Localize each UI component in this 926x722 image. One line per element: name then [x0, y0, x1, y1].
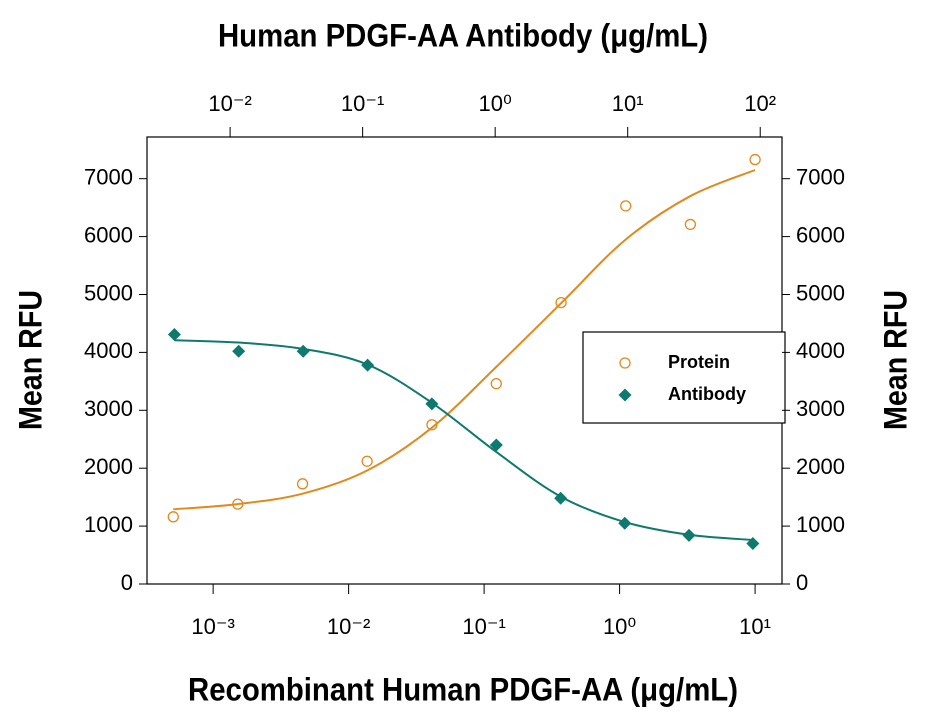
y2-tick-label: 2000 [796, 454, 845, 479]
y2-tick-label: 0 [796, 570, 808, 595]
y2-axis-label: Mean RFU [877, 290, 913, 430]
data-point [167, 327, 181, 341]
data-point [489, 438, 503, 452]
y2-tick-label: 5000 [796, 280, 845, 305]
y-tick-label: 6000 [84, 222, 133, 247]
x-tick-label: 10¹ [739, 614, 771, 639]
data-point [361, 358, 375, 372]
data-point [555, 296, 567, 309]
legend-marker [618, 388, 632, 402]
y-tick-label: 2000 [84, 454, 133, 479]
data-point [167, 511, 179, 523]
y-tick-label: 4000 [84, 338, 133, 363]
fit-curve [173, 169, 756, 511]
data-point [296, 478, 309, 490]
y2-tick-label: 3000 [796, 396, 845, 421]
x2-tick-label: 10⁻¹ [341, 91, 384, 116]
x2-tick-label: 10⁻² [208, 91, 251, 116]
legend-marker [619, 357, 631, 369]
x2-tick-label: 10² [744, 91, 776, 116]
y-tick-label: 7000 [84, 165, 133, 190]
x-axis-label: Recombinant Human PDGF-AA (μg/mL) [188, 671, 738, 707]
x2-axis-label: Human PDGF-AA Antibody (μg/mL) [218, 17, 708, 53]
y-axis-label: Mean RFU [12, 290, 48, 430]
x-tick-label: 10⁻¹ [462, 614, 505, 639]
y2-tick-label: 4000 [796, 338, 845, 363]
legend-label: Protein [668, 352, 730, 372]
data-point [618, 516, 632, 530]
data-point [620, 200, 632, 212]
x-tick-label: 10⁰ [603, 614, 636, 639]
y-tick-label: 1000 [84, 512, 133, 537]
data-point [425, 397, 439, 411]
y2-tick-label: 6000 [796, 222, 845, 247]
data-point [232, 498, 244, 510]
legend-box [582, 331, 786, 424]
legend-label: Antibody [668, 384, 746, 404]
fit-curve [174, 339, 753, 541]
data-point [554, 491, 568, 505]
data-point [684, 218, 697, 231]
data-point [426, 419, 438, 431]
x2-tick-label: 10¹ [612, 91, 644, 116]
x2-tick-label: 10⁰ [479, 91, 512, 116]
y-tick-label: 0 [121, 570, 133, 595]
data-point [232, 344, 246, 358]
x-tick-label: 10⁻³ [191, 614, 234, 639]
y2-tick-label: 1000 [796, 512, 845, 537]
y-tick-label: 5000 [84, 280, 133, 305]
data-point [682, 528, 696, 542]
y2-tick-label: 7000 [796, 165, 845, 190]
y-tick-label: 3000 [84, 396, 133, 421]
data-point [746, 536, 760, 550]
data-point [490, 378, 502, 390]
data-point [361, 455, 373, 467]
data-point [296, 344, 310, 358]
x-tick-label: 10⁻² [327, 614, 370, 639]
data-point [749, 153, 761, 166]
